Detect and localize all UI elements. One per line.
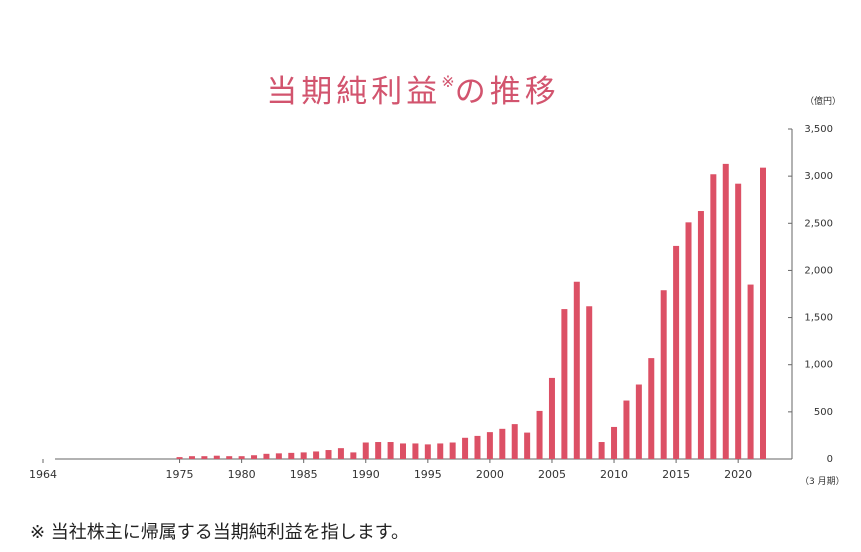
bar-2000 bbox=[486, 432, 493, 459]
bar-1992 bbox=[387, 442, 394, 459]
bar-1996 bbox=[437, 443, 444, 459]
bar-2015 bbox=[673, 245, 680, 459]
x-tick-label: 1995 bbox=[414, 468, 442, 481]
bar-1998 bbox=[462, 437, 469, 459]
bar-2003 bbox=[524, 432, 531, 459]
bar-2011 bbox=[623, 400, 630, 459]
x-tick-label: 1980 bbox=[228, 468, 256, 481]
bar-2017 bbox=[697, 211, 704, 459]
bar-1976 bbox=[188, 456, 195, 459]
bar-2012 bbox=[635, 384, 642, 459]
bar-1981 bbox=[251, 455, 258, 459]
bar-1989 bbox=[350, 452, 357, 459]
chart-title-main: 当期純利益 bbox=[266, 74, 442, 110]
x-tick-label: 2020 bbox=[724, 468, 752, 481]
bar-2001 bbox=[499, 428, 506, 459]
x-unit-label: （3 月期） bbox=[800, 476, 845, 487]
bar-2018 bbox=[710, 174, 717, 459]
bar-2013 bbox=[648, 358, 655, 459]
bar-2009 bbox=[598, 442, 605, 459]
y-tick-label: 500 bbox=[814, 407, 833, 418]
bar-2016 bbox=[685, 222, 692, 459]
x-tick-label: 1964 bbox=[29, 468, 57, 481]
bar-2008 bbox=[586, 306, 593, 459]
y-tick-label: 1,000 bbox=[804, 360, 833, 371]
y-unit-label: （億円） bbox=[805, 95, 841, 107]
bar-2007 bbox=[573, 281, 580, 459]
y-tick-label: 1,500 bbox=[804, 313, 833, 324]
x-tick-label: 1985 bbox=[290, 468, 318, 481]
x-tick-label: 2015 bbox=[662, 468, 690, 481]
y-tick-label: 2,000 bbox=[804, 265, 833, 276]
bar-1985 bbox=[300, 452, 307, 459]
y-tick-label: 2,500 bbox=[804, 218, 833, 229]
bar-1995 bbox=[424, 444, 431, 459]
bar-1987 bbox=[325, 450, 332, 459]
bar-2020 bbox=[735, 183, 742, 459]
bar-2004 bbox=[536, 410, 543, 459]
bar-1986 bbox=[313, 451, 320, 459]
bar-1979 bbox=[226, 456, 233, 459]
bar-1978 bbox=[213, 455, 220, 459]
bar-2005 bbox=[548, 377, 555, 459]
chart-title-suffix: の推移 bbox=[454, 74, 560, 110]
bar-1984 bbox=[288, 452, 295, 459]
bar-2010 bbox=[611, 426, 618, 459]
bar-1977 bbox=[201, 456, 208, 459]
bar-1993 bbox=[400, 443, 406, 459]
bar-2006 bbox=[561, 309, 568, 459]
y-tick-label: 3,500 bbox=[804, 124, 833, 135]
x-tick-label: 2005 bbox=[538, 468, 566, 481]
bar-1975 bbox=[176, 457, 183, 459]
x-tick-label: 1975 bbox=[166, 468, 194, 481]
bar-2021 bbox=[747, 284, 754, 459]
bar-2002 bbox=[511, 424, 518, 459]
x-tick-label: 1990 bbox=[352, 468, 380, 481]
bar-1983 bbox=[275, 453, 282, 459]
title-footnote-mark: ※ bbox=[441, 71, 455, 91]
footnote: ※ 当社株主に帰属する当期純利益を指します。 bbox=[30, 522, 410, 543]
bar-2014 bbox=[660, 290, 667, 459]
bar-1991 bbox=[375, 442, 382, 459]
y-tick-label: 0 bbox=[827, 454, 833, 465]
bar-1990 bbox=[362, 442, 369, 459]
bar-1980 bbox=[238, 456, 245, 459]
bar-2022 bbox=[760, 167, 766, 459]
bar-2019 bbox=[722, 163, 729, 459]
x-tick-label: 2000 bbox=[476, 468, 504, 481]
bar-1994 bbox=[412, 443, 419, 459]
bar-1999 bbox=[474, 435, 481, 459]
chart-title: 当期純利益※の推移 bbox=[0, 66, 826, 111]
bar-1982 bbox=[263, 453, 270, 459]
bar-1988 bbox=[337, 448, 344, 459]
y-tick-label: 3,000 bbox=[804, 171, 833, 182]
bar-1997 bbox=[449, 442, 456, 459]
x-tick-label: 2010 bbox=[600, 468, 628, 481]
